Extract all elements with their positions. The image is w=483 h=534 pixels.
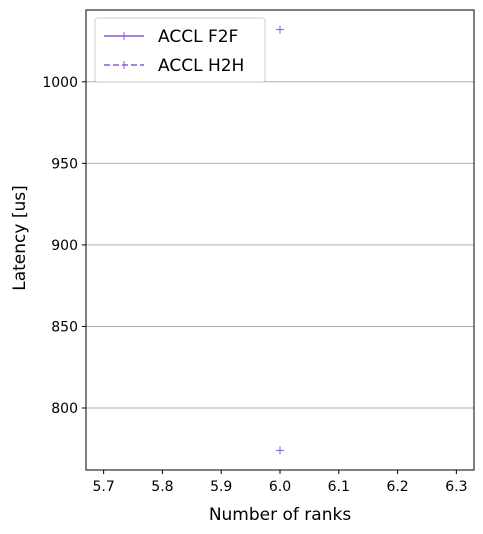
- x-tick-label: 5.9: [210, 479, 232, 495]
- grid-lines: [86, 81, 474, 409]
- legend-item-2: ACCL H2H: [104, 56, 244, 76]
- legend-label: ACCL F2F: [158, 27, 238, 47]
- plot-frame: [85, 9, 475, 471]
- legend-item-1: ACCL F2F: [104, 27, 238, 47]
- legend: ACCL F2F ACCL H2H: [94, 17, 266, 83]
- data-points: [276, 25, 284, 455]
- x-tick-label: 6.3: [445, 479, 467, 495]
- data-point-1: [276, 446, 284, 455]
- y-axis-label: Latency [us]: [10, 185, 30, 291]
- y-tick-label: 850: [51, 319, 78, 335]
- legend-box: [94, 17, 266, 83]
- y-tick-label: 800: [51, 401, 78, 417]
- y-tick-label: 950: [51, 156, 78, 172]
- x-tick-label: 6.2: [386, 479, 408, 495]
- legend-label: ACCL H2H: [158, 56, 244, 76]
- data-point-2: [276, 25, 284, 34]
- y-tick-label: 900: [51, 238, 78, 254]
- y-tick-label: 1000: [42, 75, 78, 91]
- x-axis-label: Number of ranks: [209, 505, 352, 525]
- x-tick-label: 5.7: [93, 479, 115, 495]
- axis-ticks: 800 850 900 950 1000 5.7 5.8 5.9 6.0 6.1 6.2 6.3: [42, 75, 467, 495]
- x-tick-label: 6.1: [328, 479, 350, 495]
- x-tick-label: 5.8: [151, 479, 173, 495]
- x-tick-label: 6.0: [269, 479, 291, 495]
